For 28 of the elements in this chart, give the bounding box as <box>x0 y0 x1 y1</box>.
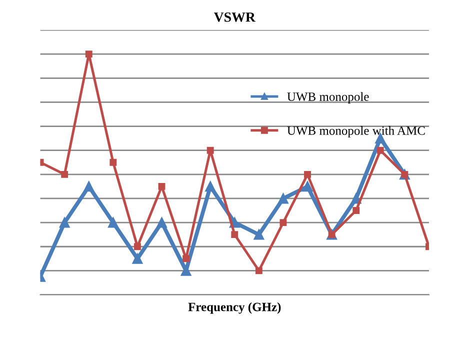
point <box>205 181 216 192</box>
point <box>110 158 117 166</box>
point <box>376 146 384 154</box>
point <box>61 170 68 178</box>
legend-label: UWB monopole <box>287 92 369 104</box>
point <box>85 50 92 58</box>
point <box>132 253 143 264</box>
legend-label: UWB monopole with AMC <box>287 126 425 138</box>
x-axis-title: Frequency (GHz) <box>188 302 281 314</box>
point <box>206 146 214 154</box>
point <box>302 181 313 192</box>
point <box>59 217 70 228</box>
point <box>350 193 362 204</box>
point <box>108 217 118 228</box>
point <box>255 267 262 274</box>
point <box>304 170 311 178</box>
point <box>158 182 166 190</box>
point <box>231 231 238 238</box>
point <box>134 243 141 250</box>
point <box>84 181 94 192</box>
point <box>156 217 167 228</box>
point <box>280 219 287 226</box>
point <box>180 265 192 276</box>
point <box>352 207 360 214</box>
point <box>254 229 264 240</box>
point <box>182 255 190 262</box>
point <box>278 193 288 204</box>
chart-title: VSWR <box>214 12 256 22</box>
